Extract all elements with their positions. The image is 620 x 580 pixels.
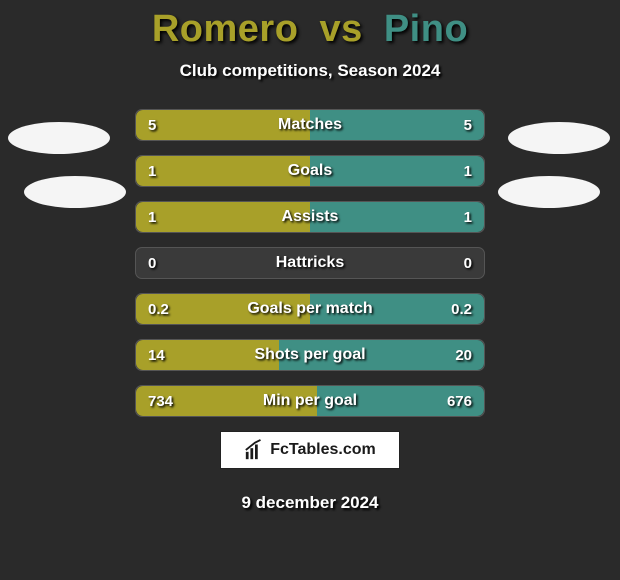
stat-label: Min per goal — [136, 386, 484, 416]
vs-text: vs — [319, 8, 362, 50]
stat-row: 11Assists — [135, 201, 485, 233]
stat-label: Assists — [136, 202, 484, 232]
footer-date: 9 december 2024 — [0, 493, 620, 513]
stat-row: 1420Shots per goal — [135, 339, 485, 371]
player-photo-placeholder — [498, 176, 600, 208]
stat-row: 11Goals — [135, 155, 485, 187]
watermark-logo: FcTables.com — [220, 431, 400, 469]
stat-label: Matches — [136, 110, 484, 140]
stat-label: Goals per match — [136, 294, 484, 324]
stat-row: 00Hattricks — [135, 247, 485, 279]
stat-row: 734676Min per goal — [135, 385, 485, 417]
stat-label: Shots per goal — [136, 340, 484, 370]
player2-name: Pino — [384, 8, 468, 50]
comparison-title: Romero vs Pino — [0, 0, 620, 51]
chart-icon — [244, 439, 266, 461]
player-photo-placeholder — [24, 176, 126, 208]
player-photo-placeholder — [508, 122, 610, 154]
watermark-text: FcTables.com — [270, 441, 376, 459]
stat-label: Goals — [136, 156, 484, 186]
subtitle: Club competitions, Season 2024 — [0, 61, 620, 81]
stat-row: 55Matches — [135, 109, 485, 141]
stats-container: 55Matches 11Goals 11Assists 00Hattricks 0.20… — [135, 109, 485, 417]
player-photo-placeholder — [8, 122, 110, 154]
stat-row: 0.20.2Goals per match — [135, 293, 485, 325]
player1-name: Romero — [152, 8, 299, 50]
stat-label: Hattricks — [136, 248, 484, 278]
